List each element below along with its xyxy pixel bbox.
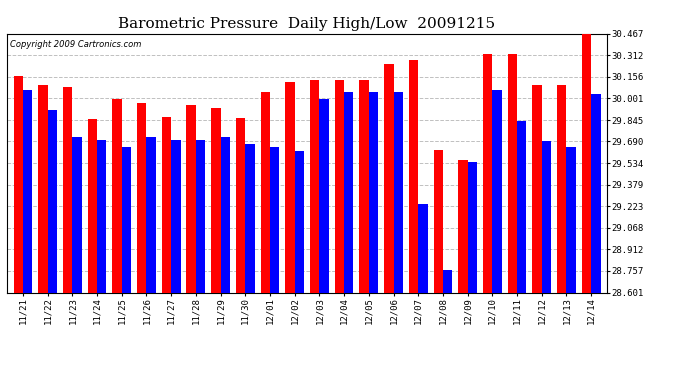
Bar [112,99,121,292]
Bar [270,147,279,292]
Title: Barometric Pressure  Daily High/Low  20091215: Barometric Pressure Daily High/Low 20091… [119,17,495,31]
Bar [137,103,146,292]
Bar [161,117,171,292]
Bar [557,85,566,292]
Bar [88,119,97,292]
Bar [582,33,591,292]
Bar [186,105,196,292]
Bar [171,140,181,292]
Bar [359,81,369,292]
Bar [121,147,131,292]
Bar [393,92,403,292]
Bar [245,144,255,292]
Bar [196,140,205,292]
Bar [433,150,443,292]
Bar [508,54,517,292]
Bar [236,118,245,292]
Bar [493,90,502,292]
Bar [468,162,477,292]
Bar [384,64,393,292]
Bar [591,94,600,292]
Text: Copyright 2009 Cartronics.com: Copyright 2009 Cartronics.com [10,40,141,49]
Bar [542,141,551,292]
Bar [319,99,329,292]
Bar [48,110,57,292]
Bar [221,137,230,292]
Bar [72,137,81,292]
Bar [409,60,418,292]
Bar [310,81,319,292]
Bar [261,92,270,292]
Bar [443,270,453,292]
Bar [295,151,304,292]
Bar [533,85,542,292]
Bar [23,90,32,292]
Bar [418,204,428,292]
Bar [458,159,468,292]
Bar [38,85,48,292]
Bar [97,140,106,292]
Bar [14,76,23,292]
Bar [63,87,72,292]
Bar [369,92,378,292]
Bar [211,108,221,292]
Bar [517,121,526,292]
Bar [285,82,295,292]
Bar [483,54,493,292]
Bar [335,81,344,292]
Bar [146,137,156,292]
Bar [344,92,353,292]
Bar [566,147,576,292]
